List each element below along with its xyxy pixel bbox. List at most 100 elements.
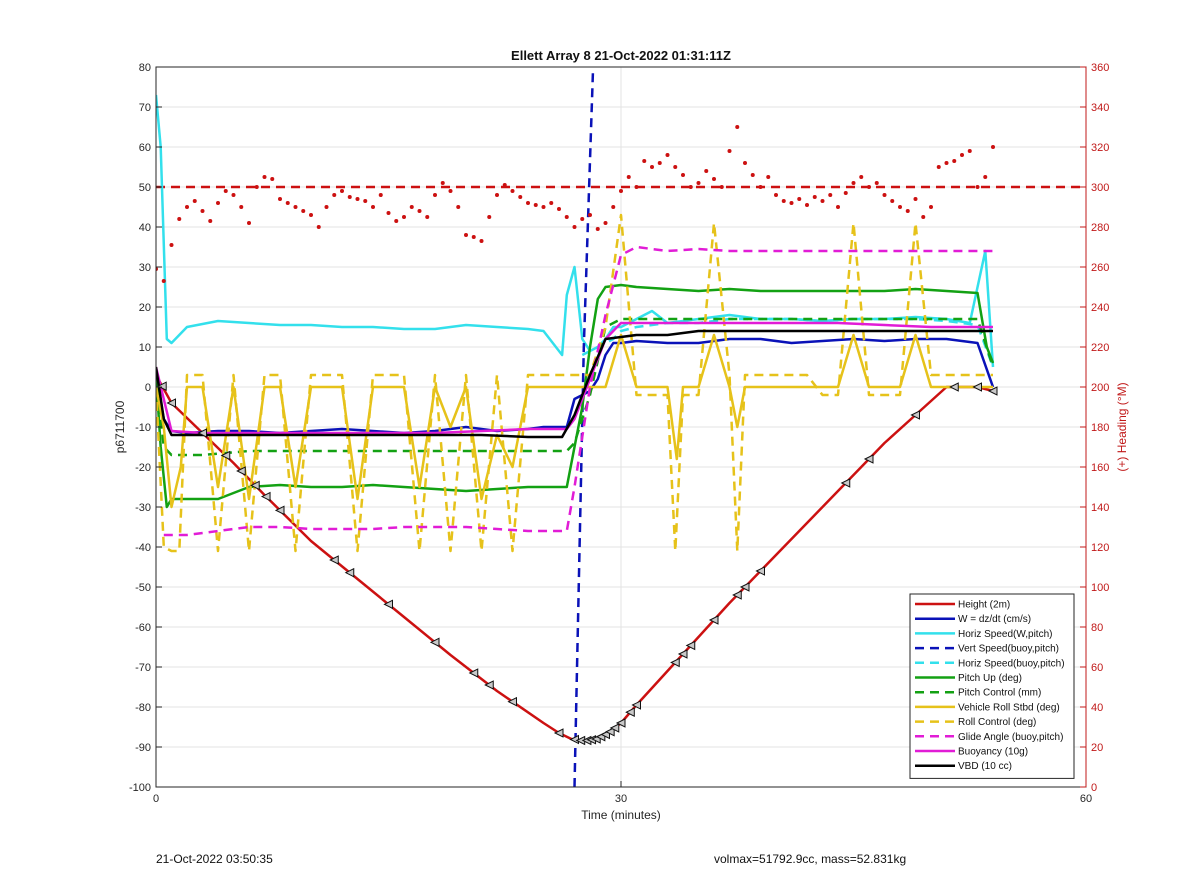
heading-point <box>673 165 678 169</box>
heading-point <box>619 189 623 193</box>
y-tick-label-left: 20 <box>139 302 151 314</box>
heading-point <box>526 201 530 205</box>
series-line-vbd-10-cc <box>156 329 993 439</box>
heading-point <box>774 193 778 197</box>
heading-point <box>781 199 786 203</box>
y-tick-label-right: 160 <box>1091 462 1109 474</box>
y-tick-label-right: 320 <box>1091 142 1109 154</box>
height-marker <box>553 728 564 738</box>
heading-point <box>355 197 360 201</box>
height-marker <box>157 381 167 392</box>
heading-point <box>696 181 701 185</box>
heading-point <box>254 185 259 189</box>
y-tick-label-right: 20 <box>1091 742 1103 754</box>
heading-point <box>712 177 716 181</box>
y-tick-label-left: -70 <box>135 662 151 674</box>
heading-point <box>611 205 616 209</box>
y-tick-label-left: 80 <box>139 62 151 74</box>
heading-point <box>921 215 926 219</box>
y-tick-label-left: -20 <box>135 462 151 474</box>
heading-point <box>502 183 507 187</box>
legend-label-height-2m: Height (2m) <box>958 600 1010 611</box>
heading-point <box>867 185 871 189</box>
legend-label-glide-angle-buoy-pitch: Glide Angle (buoy,pitch) <box>958 732 1063 743</box>
height-marker <box>625 707 635 718</box>
heading-point <box>750 173 755 177</box>
heading-point <box>975 185 980 189</box>
heading-point <box>541 205 546 209</box>
height-marker <box>755 566 765 576</box>
heading-point <box>936 165 941 169</box>
data-layer <box>156 67 1086 787</box>
axes: 80706050403020100-10-20-30-40-50-60-70-8… <box>129 62 1109 805</box>
heading-point <box>332 193 337 197</box>
y-tick-label-right: 280 <box>1091 222 1109 234</box>
heading-point <box>929 205 933 209</box>
heading-point <box>293 205 298 209</box>
heading-point <box>448 189 453 193</box>
footer-vol-mass: volmax=51792.9cc, mass=52.831kg <box>714 852 907 866</box>
y-tick-label-right: 120 <box>1091 542 1109 554</box>
legend-label-pitch-control-mm: Pitch Control (mm) <box>958 688 1041 699</box>
heading-point <box>409 205 414 209</box>
legend-label-roll-control-deg: Roll Control (deg) <box>958 717 1036 728</box>
height-marker <box>987 386 998 396</box>
height-marker <box>274 505 285 516</box>
y-tick-label-left: -10 <box>135 422 151 434</box>
height-marker <box>708 615 719 625</box>
heading-point <box>316 225 321 229</box>
y-axis-label-left: p6711700 <box>113 400 127 453</box>
series-line-buoyancy-10g <box>156 321 993 435</box>
heading-point <box>270 177 275 181</box>
heading-point <box>603 221 608 225</box>
y-tick-label-right: 60 <box>1091 662 1103 674</box>
height-marker <box>732 590 742 600</box>
y-tick-label-left: -80 <box>135 702 151 714</box>
legend-label-pitch-up-deg: Pitch Up (deg) <box>958 673 1022 684</box>
y-tick-label-right: 220 <box>1091 342 1109 354</box>
legend-label-horiz-speed-buoy-pitch: Horiz Speed(buoy,pitch) <box>958 658 1065 669</box>
heading-point <box>285 201 290 205</box>
heading-point <box>394 219 399 223</box>
heading-point <box>874 181 879 185</box>
heading-point <box>479 239 484 243</box>
heading-point <box>688 185 693 189</box>
heading-point <box>882 193 887 197</box>
heading-point <box>735 125 740 129</box>
height-marker <box>863 454 874 464</box>
heading-point <box>564 215 569 219</box>
heading-point <box>960 153 964 157</box>
height-marker <box>166 398 176 408</box>
heading-point <box>898 205 902 209</box>
height-marker <box>910 410 920 420</box>
y-tick-label-right: 240 <box>1091 302 1109 314</box>
y-tick-label-left: 40 <box>139 222 151 234</box>
y-tick-label-right: 360 <box>1091 62 1109 74</box>
heading-point <box>789 201 794 205</box>
heading-point <box>828 193 833 197</box>
series-line-glide-angle-buoy-pitch <box>163 245 993 537</box>
heading-point <box>665 153 670 157</box>
heading-point <box>952 159 957 163</box>
heading-point <box>681 173 685 177</box>
y-tick-label-left: -30 <box>135 502 151 514</box>
y-tick-label-left: -60 <box>135 622 151 634</box>
y-tick-label-right: 80 <box>1091 622 1103 634</box>
chart-title: Ellett Array 8 21-Oct-2022 01:31:11Z <box>511 48 731 63</box>
heading-point <box>805 203 809 207</box>
heading-point <box>812 195 817 199</box>
y-tick-label-right: 300 <box>1091 182 1109 194</box>
height-marker <box>383 599 393 610</box>
legend-label-vert-speed-buoy-pitch: Vert Speed(buoy,pitch) <box>958 644 1059 655</box>
heading-point <box>557 207 561 211</box>
series-line-vert-speed-buoy-pitch <box>573 67 595 787</box>
heading-point <box>890 199 895 203</box>
x-tick-label: 60 <box>1080 793 1092 805</box>
heading-point <box>704 169 709 173</box>
heading-point <box>820 199 825 203</box>
height-marker <box>429 637 440 648</box>
heading-point <box>464 233 468 237</box>
heading-point <box>231 193 236 197</box>
heading-point <box>216 201 220 205</box>
